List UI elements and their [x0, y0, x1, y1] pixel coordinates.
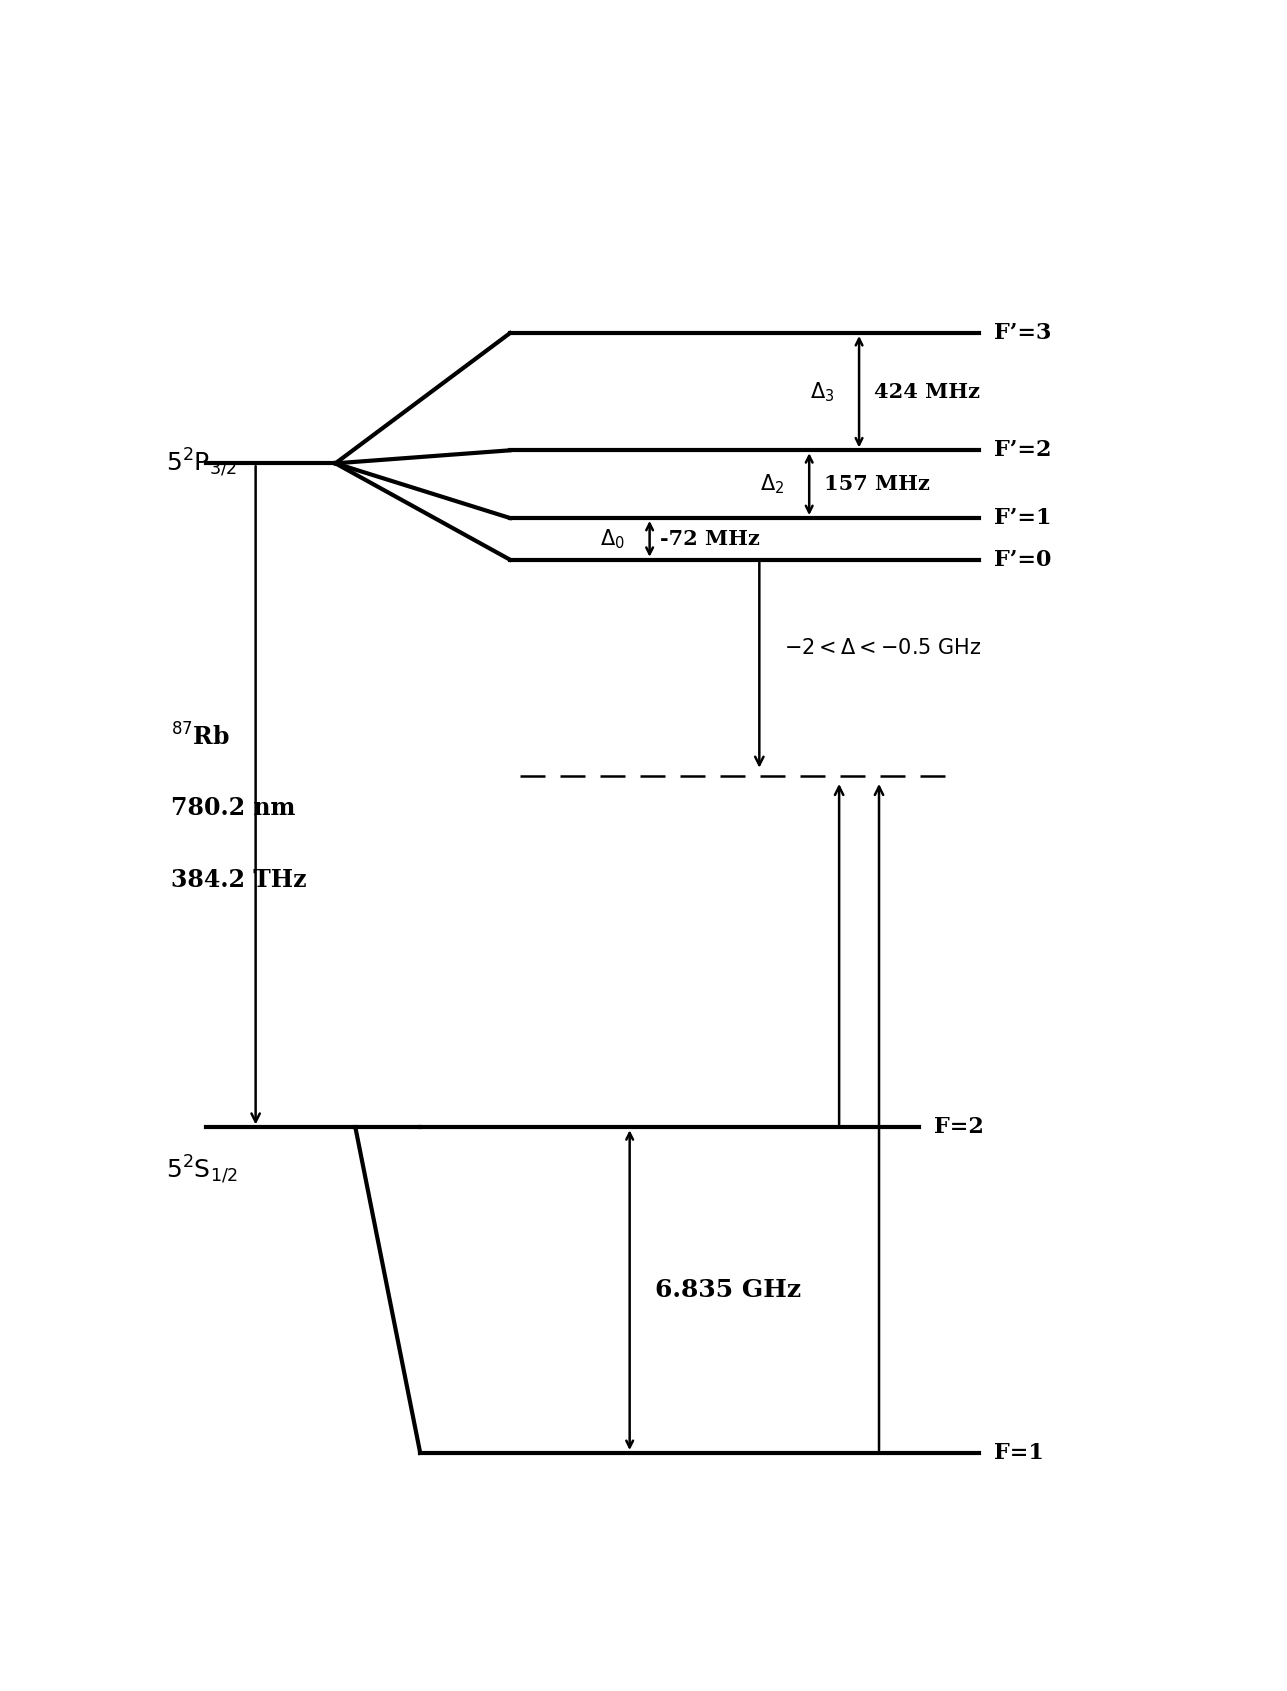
- Text: 780.2 nm: 780.2 nm: [171, 796, 295, 820]
- Text: F’=1: F’=1: [994, 507, 1051, 529]
- Text: -72 MHz: -72 MHz: [659, 529, 759, 550]
- Text: F’=2: F’=2: [994, 440, 1051, 462]
- Text: F=2: F=2: [934, 1116, 983, 1138]
- Text: $\Delta_3$: $\Delta_3$: [810, 380, 834, 404]
- Text: $5^2\mathrm{P}_{3/2}$: $5^2\mathrm{P}_{3/2}$: [166, 446, 237, 480]
- Text: 6.835 GHz: 6.835 GHz: [655, 1278, 801, 1302]
- Text: F=1: F=1: [994, 1442, 1044, 1464]
- Text: F’=0: F’=0: [994, 548, 1051, 570]
- Text: $\Delta_2$: $\Delta_2$: [759, 472, 784, 495]
- Text: $-2{<}\Delta{<}{-}0.5\ \mathrm{GHz}$: $-2{<}\Delta{<}{-}0.5\ \mathrm{GHz}$: [784, 638, 982, 658]
- Text: F’=3: F’=3: [994, 321, 1051, 345]
- Text: 157 MHz: 157 MHz: [824, 473, 931, 494]
- Text: 384.2 THz: 384.2 THz: [171, 867, 306, 891]
- Text: $5^2\mathrm{S}_{1/2}$: $5^2\mathrm{S}_{1/2}$: [166, 1153, 238, 1185]
- Text: $\Delta_0$: $\Delta_0$: [600, 528, 624, 551]
- Text: $^{87}$Rb: $^{87}$Rb: [171, 724, 230, 751]
- Text: 424 MHz: 424 MHz: [874, 382, 979, 402]
